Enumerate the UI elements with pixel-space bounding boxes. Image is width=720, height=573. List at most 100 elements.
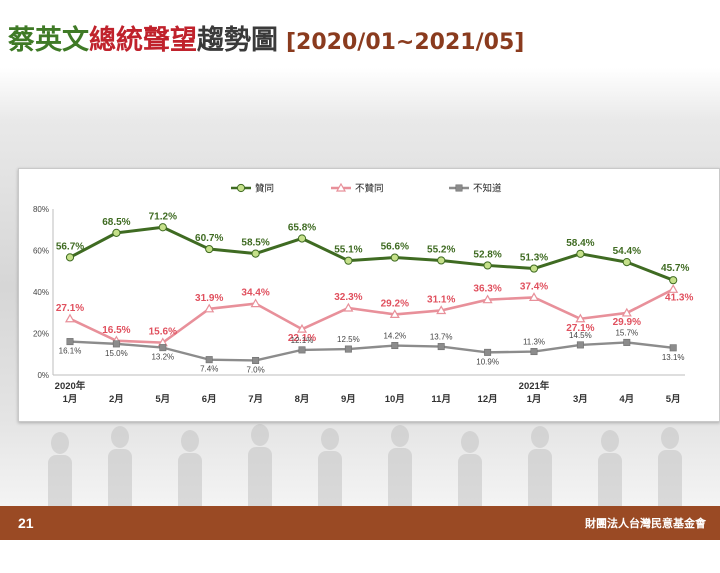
data-point bbox=[298, 346, 306, 354]
data-point bbox=[65, 253, 75, 262]
data-label: 32.3% bbox=[334, 292, 362, 303]
data-point bbox=[112, 228, 121, 237]
y-tick-label: 40% bbox=[33, 288, 49, 297]
data-point bbox=[623, 338, 631, 346]
data-point bbox=[158, 223, 167, 232]
data-label: 13.1% bbox=[662, 353, 685, 362]
data-point bbox=[482, 294, 493, 304]
footer-bar: 21 財團法人台灣民意基金會 bbox=[0, 506, 720, 540]
data-label: 54.4% bbox=[613, 246, 641, 257]
crowd-silhouette-decoration bbox=[48, 424, 682, 525]
x-tick-label: 2020年 bbox=[55, 380, 86, 392]
x-tick-label: 1月 bbox=[527, 394, 542, 405]
data-point bbox=[66, 338, 74, 346]
data-label: 29.2% bbox=[381, 298, 409, 309]
data-point bbox=[436, 305, 447, 315]
data-label: 12.1% bbox=[291, 336, 314, 345]
title-type: 趨勢圖 bbox=[197, 25, 278, 56]
data-point bbox=[621, 307, 632, 317]
data-point bbox=[529, 264, 539, 273]
data-point bbox=[159, 344, 167, 352]
data-point bbox=[343, 302, 354, 312]
data-point bbox=[622, 258, 631, 267]
data-label: 31.9% bbox=[195, 293, 223, 304]
data-point bbox=[64, 313, 76, 323]
data-label: 55.2% bbox=[427, 244, 455, 255]
legend-label: 不知道 bbox=[473, 183, 502, 195]
title-date-range: [2020/01~2021/05] bbox=[286, 30, 525, 55]
y-tick-label: 60% bbox=[33, 247, 49, 256]
data-label: 11.3% bbox=[523, 338, 545, 347]
data-label: 12.5% bbox=[337, 335, 360, 344]
data-label: 31.1% bbox=[427, 294, 455, 305]
data-point bbox=[576, 341, 584, 349]
legend-marker bbox=[236, 183, 246, 193]
data-point bbox=[390, 253, 399, 262]
series-line bbox=[69, 288, 674, 344]
x-tick-label: 4月 bbox=[619, 394, 634, 405]
data-label: 52.8% bbox=[473, 249, 501, 260]
page-title: 蔡英文總統聲望趨勢圖 [2020/01~2021/05] bbox=[8, 18, 524, 57]
x-tick-label: 10月 bbox=[385, 394, 405, 405]
data-label: 51.3% bbox=[520, 253, 548, 264]
x-tick-label: 11月 bbox=[431, 394, 451, 405]
data-point bbox=[112, 340, 120, 348]
data-label: 10.9% bbox=[476, 357, 499, 366]
data-label: 55.1% bbox=[334, 245, 362, 256]
x-tick-label: 5月 bbox=[666, 394, 681, 405]
x-tick-label: 3月 bbox=[573, 394, 588, 405]
title-name: 蔡英文 bbox=[8, 25, 89, 56]
data-label: 36.3% bbox=[473, 284, 501, 295]
data-label: 58.4% bbox=[566, 238, 594, 249]
data-label: 60.7% bbox=[195, 233, 223, 244]
data-point bbox=[668, 284, 679, 293]
data-label: 13.2% bbox=[151, 353, 174, 362]
x-tick-label: 5月 bbox=[155, 394, 170, 405]
data-label: 15.7% bbox=[615, 328, 638, 337]
data-label: 58.5% bbox=[241, 238, 269, 249]
data-label: 15.6% bbox=[149, 327, 177, 338]
x-tick-label: 1月 bbox=[63, 394, 78, 405]
data-label: 7.4% bbox=[200, 365, 218, 374]
data-point bbox=[344, 256, 353, 265]
data-point bbox=[437, 256, 446, 265]
data-label: 7.0% bbox=[246, 365, 264, 374]
data-label: 14.5% bbox=[569, 331, 592, 340]
page-number: 21 bbox=[18, 515, 34, 531]
data-point bbox=[205, 244, 214, 254]
data-label: 71.2% bbox=[149, 211, 177, 222]
data-point bbox=[576, 249, 585, 258]
data-label: 56.6% bbox=[381, 242, 409, 253]
data-point bbox=[669, 344, 677, 352]
data-label: 13.7% bbox=[430, 333, 453, 342]
data-point bbox=[296, 323, 308, 333]
legend-marker bbox=[335, 182, 347, 192]
data-label: 27.1% bbox=[566, 323, 594, 334]
chart-card: 0% 20% 40% 60% 80% 2020年 1月 2月 5月 6月 7月 8月 9月 10月 11月 1… bbox=[18, 168, 720, 422]
data-point bbox=[205, 356, 213, 364]
organization-name: 財團法人台灣民意基金會 bbox=[585, 517, 706, 530]
data-label: 45.7% bbox=[661, 263, 689, 274]
title-subject: 總統聲望 bbox=[89, 25, 197, 56]
data-label: 68.5% bbox=[102, 217, 130, 228]
data-point bbox=[344, 345, 352, 353]
data-label: 15.0% bbox=[105, 349, 128, 358]
data-point bbox=[252, 356, 260, 364]
data-point bbox=[250, 298, 261, 308]
data-label: 16.1% bbox=[59, 347, 82, 356]
data-label: 14.2% bbox=[383, 332, 406, 341]
legend-label: 贊同 bbox=[255, 183, 274, 195]
x-tick-label: 8月 bbox=[295, 394, 310, 405]
data-point bbox=[389, 309, 400, 319]
x-tick-label: 9月 bbox=[341, 394, 356, 405]
data-label: 34.4% bbox=[241, 288, 269, 299]
y-tick-label: 0% bbox=[37, 371, 49, 380]
data-point bbox=[437, 343, 445, 351]
data-label: 27.1% bbox=[56, 303, 84, 314]
data-label: 41.3% bbox=[665, 292, 693, 303]
legend-label: 不贊同 bbox=[355, 183, 384, 195]
data-point bbox=[530, 348, 538, 356]
data-label: 37.4% bbox=[520, 281, 548, 292]
data-point bbox=[528, 292, 540, 301]
title-bar: 蔡英文總統聲望趨勢圖 [2020/01~2021/05] bbox=[0, 0, 720, 68]
